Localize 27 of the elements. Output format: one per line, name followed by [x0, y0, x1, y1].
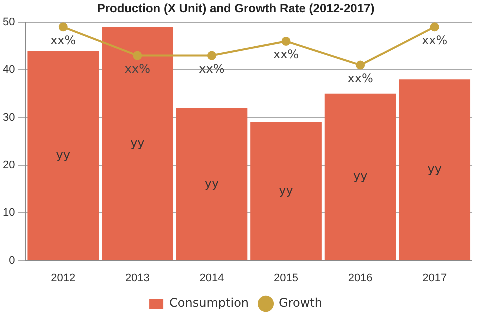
- data-label: yy: [279, 184, 294, 198]
- y-tick-label: 50: [2, 16, 16, 28]
- legend-label: Consumption: [170, 296, 250, 310]
- x-tick-label: 2016: [348, 272, 373, 284]
- chart-title: Production (X Unit) and Growth Rate (2012-2017): [97, 2, 375, 16]
- data-label: yy: [428, 162, 442, 176]
- data-label: xx%: [50, 33, 76, 48]
- x-tick-label: 2013: [125, 272, 150, 284]
- y-tick-label: 10: [2, 207, 16, 220]
- data-label: xx%: [348, 71, 374, 86]
- data-label: xx%: [422, 33, 448, 48]
- data-label: yy: [130, 136, 145, 150]
- data-label: yy: [353, 169, 368, 184]
- y-tick-label: 20: [2, 159, 16, 172]
- x-tick-label: 2012: [51, 272, 76, 284]
- data-label: xx%: [124, 62, 150, 76]
- data-label: xx%: [273, 48, 300, 62]
- x-tick-label: 2014: [200, 272, 224, 284]
- x-tick-label: 2015: [274, 272, 299, 284]
- legend-label: Growth: [279, 296, 322, 310]
- y-tick-label: 0: [9, 254, 16, 267]
- data-label: yy: [56, 148, 70, 162]
- x-tick-label: 2017: [422, 272, 448, 284]
- y-tick-label: 30: [2, 112, 16, 124]
- y-tick-label: 40: [2, 64, 16, 76]
- data-label: xx%: [199, 62, 225, 76]
- data-label: yy: [204, 176, 220, 190]
